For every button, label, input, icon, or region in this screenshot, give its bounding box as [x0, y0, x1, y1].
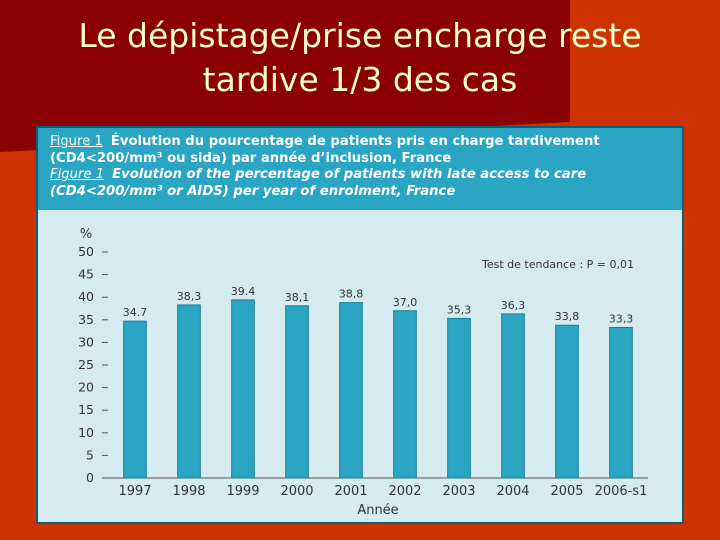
y-tick-label: 20 — [78, 380, 94, 395]
x-tick-label: 1997 — [118, 484, 151, 499]
x-tick-label: 2002 — [388, 484, 421, 499]
bar-value-label: 39.4 — [231, 285, 256, 298]
bar — [501, 313, 525, 479]
bar-value-label: 38,1 — [285, 291, 310, 304]
bar — [447, 317, 471, 479]
caption-fr-label: Figure 1 — [50, 134, 103, 149]
bar — [285, 305, 309, 479]
bar-series: 34.7 38,3 39.4 38,1 38,8 37,0 35,3 36,3 33,8 33,3 — [123, 285, 634, 479]
x-tick-label: 2006-s1 — [595, 484, 648, 499]
bar — [339, 302, 363, 479]
bar — [555, 324, 579, 479]
bar-value-label: 38,8 — [339, 288, 364, 301]
bar — [609, 326, 633, 479]
bar — [231, 299, 255, 479]
x-tick-label: 2004 — [496, 484, 529, 499]
y-tick-label: 15 — [78, 402, 94, 417]
y-tick-label: 45 — [78, 267, 94, 282]
y-tick-label: 0 — [86, 470, 94, 485]
x-tick-label: 1998 — [172, 484, 205, 499]
bar-value-label: 35,3 — [447, 303, 472, 316]
x-tick-label: 2005 — [550, 484, 583, 499]
bar-value-label: 33,8 — [555, 310, 580, 323]
x-tick-label: 2000 — [280, 484, 313, 499]
x-tick-label: 2003 — [442, 484, 475, 499]
caption-en-label: Figure 1 — [50, 167, 105, 182]
figure-caption: Figure 1 Évolution du pourcentage de pati… — [38, 128, 682, 210]
y-tick-label: 10 — [78, 425, 94, 440]
y-axis: 0 5 10 15 20 25 30 35 40 45 50 — [78, 244, 108, 485]
bar-value-label: 33,3 — [609, 312, 634, 325]
title-banner — [0, 0, 570, 152]
caption-en-line-2: (CD4<200/mm³ or AIDS) per year of enrolm… — [50, 183, 456, 199]
trend-test-annotation: Test de tendance : P = 0,01 — [481, 258, 634, 271]
y-tick-label: 40 — [78, 289, 94, 304]
bar-value-label: 36,3 — [501, 299, 526, 312]
bar-value-label: 38,3 — [177, 290, 202, 303]
bar — [177, 304, 201, 479]
slide-title: Le dépistage/prise encharge reste tardiv… — [78, 16, 642, 99]
y-tick-label: 50 — [78, 244, 94, 259]
x-axis: 1997 1998 1999 2000 2001 2002 2003 2004 2005 2006… — [108, 477, 648, 499]
y-axis-title: % — [80, 227, 92, 242]
caption-en-line-1: Figure 1 Evolution of the percentage of p… — [50, 167, 670, 184]
caption-en-text-1: Evolution of the percentage of patients … — [112, 167, 587, 182]
caption-fr-line-1: Figure 1 Évolution du pourcentage de pati… — [50, 134, 670, 151]
x-axis-title: Année — [357, 503, 398, 518]
y-tick-label: 35 — [78, 312, 94, 327]
caption-fr-text-1: Évolution du pourcentage de patients pri… — [110, 134, 600, 149]
y-tick-label: 30 — [78, 334, 94, 349]
bar — [123, 320, 147, 479]
x-tick-label: 1999 — [226, 484, 259, 499]
y-tick-label: 5 — [86, 447, 94, 462]
bar — [393, 310, 417, 479]
y-tick-label: 25 — [78, 357, 94, 372]
bar-value-label: 37,0 — [393, 296, 418, 309]
x-tick-label: 2001 — [334, 484, 367, 499]
chart-figure: Figure 1 Évolution du pourcentage de pati… — [36, 126, 684, 524]
bar-value-label: 34.7 — [123, 306, 148, 319]
bar-chart: 0 5 10 15 20 25 30 35 40 45 50 1997 1998 1999 2000 200… — [78, 227, 648, 518]
caption-fr-line-2: (CD4<200/mm³ ou sida) par année d’inclus… — [50, 150, 452, 166]
